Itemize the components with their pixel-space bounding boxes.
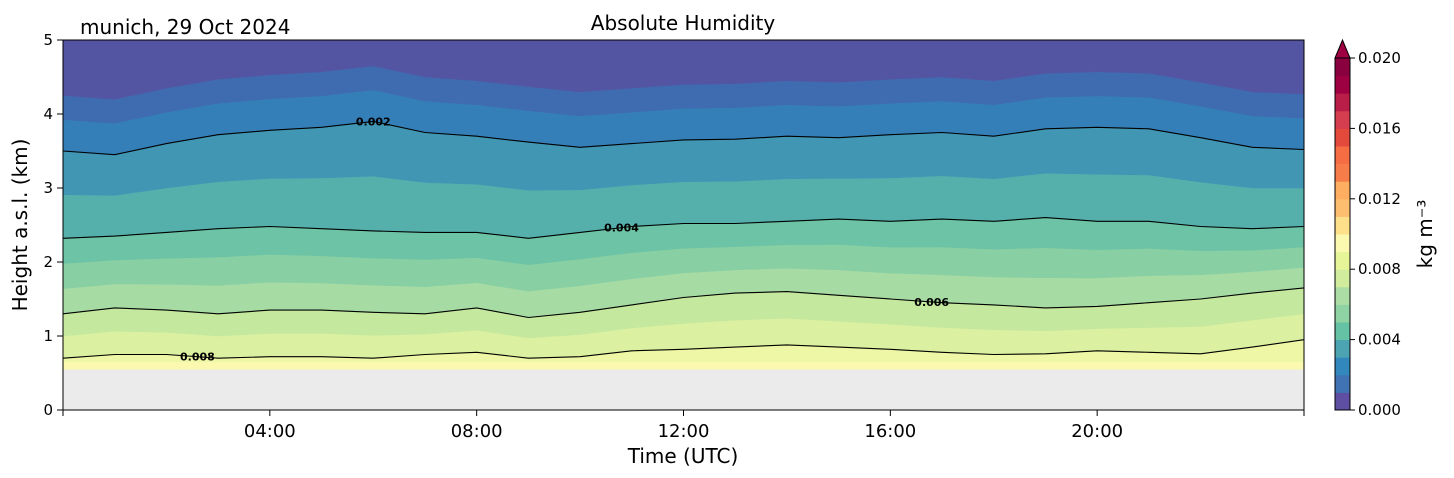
contour-line bbox=[63, 217, 1304, 239]
colorbar-frame bbox=[1334, 57, 1351, 411]
colorbar-swatch bbox=[1335, 234, 1350, 253]
colorbar-tick-label: 0.016 bbox=[1358, 119, 1401, 137]
y-tick-label: 0 bbox=[43, 401, 53, 419]
contour-lines: 0.002 0.004 0.006 0.008 bbox=[63, 115, 1304, 364]
colorbar-ticks: 0.000 0.004 0.008 0.012 0.016 0.020 bbox=[1350, 49, 1401, 419]
colorbar-swatch bbox=[1335, 269, 1350, 288]
colorbar-swatch bbox=[1335, 128, 1350, 147]
y-tick-label: 4 bbox=[43, 105, 53, 123]
colorbar-swatch bbox=[1335, 322, 1350, 341]
contour-label: 0.002 bbox=[356, 115, 391, 128]
chart-title: Absolute Humidity bbox=[591, 11, 776, 35]
colorbar-swatch bbox=[1335, 251, 1350, 270]
y-tick-label: 5 bbox=[43, 31, 53, 49]
x-tick-label: 04:00 bbox=[244, 421, 296, 442]
colorbar-swatch bbox=[1335, 163, 1350, 182]
colorbar-swatch bbox=[1335, 75, 1350, 94]
chart-subtitle: munich, 29 Oct 2024 bbox=[80, 15, 290, 39]
colorbar-bands bbox=[1334, 38, 1351, 411]
contour-label: 0.004 bbox=[604, 222, 639, 235]
x-axis: 04:00 08:00 12:00 16:00 20:00 bbox=[62, 410, 1305, 442]
y-tick-label: 3 bbox=[43, 179, 53, 197]
x-tick-label: 16:00 bbox=[864, 421, 916, 442]
y-axis-label: Height a.s.l. (km) bbox=[8, 139, 32, 312]
colorbar-swatch bbox=[1335, 357, 1350, 376]
colorbar-swatch bbox=[1335, 198, 1350, 217]
colorbar-swatch bbox=[1335, 146, 1350, 165]
contour-line bbox=[63, 120, 1304, 156]
humidity-band bbox=[63, 361, 1304, 370]
x-axis-label: Time (UTC) bbox=[627, 444, 739, 468]
y-axis: 0 1 2 3 4 5 bbox=[43, 31, 63, 419]
colorbar-swatch bbox=[1335, 181, 1350, 200]
x-tick-label: 12:00 bbox=[658, 421, 710, 442]
y-tick-label: 1 bbox=[43, 327, 53, 345]
colorbar-swatch bbox=[1335, 392, 1350, 411]
contour-line bbox=[63, 339, 1304, 359]
humidity-band bbox=[63, 40, 1304, 100]
contour-label: 0.008 bbox=[180, 351, 215, 364]
colorbar-tick-label: 0.020 bbox=[1358, 49, 1401, 67]
colorbar-tick-label: 0.000 bbox=[1358, 401, 1401, 419]
colorbar-label: kg m⁻³ bbox=[1413, 200, 1437, 269]
colorbar-tick-label: 0.004 bbox=[1358, 331, 1401, 349]
colorbar-swatch bbox=[1335, 93, 1350, 112]
colorbar-tick-label: 0.008 bbox=[1358, 260, 1401, 278]
colorbar-swatch bbox=[1335, 286, 1350, 305]
contour-label: 0.006 bbox=[914, 296, 949, 309]
colorbar-swatch bbox=[1335, 339, 1350, 358]
colorbar: 0.000 0.004 0.008 0.012 0.016 0.020 kg m⁻³ bbox=[1334, 38, 1437, 419]
colorbar-swatch bbox=[1335, 304, 1350, 323]
x-tick-label: 20:00 bbox=[1071, 421, 1123, 442]
x-tick-label: 08:00 bbox=[451, 421, 503, 442]
colorbar-extend-arrow bbox=[1334, 38, 1351, 59]
colorbar-swatch bbox=[1335, 374, 1350, 393]
colorbar-swatch bbox=[1335, 110, 1350, 129]
humidity-bands bbox=[63, 40, 1304, 370]
colorbar-swatch bbox=[1335, 58, 1350, 77]
colorbar-swatch bbox=[1335, 216, 1350, 235]
contour-line bbox=[63, 287, 1304, 319]
plot-area: 0.002 0.004 0.006 0.008 bbox=[62, 39, 1305, 411]
y-tick-label: 2 bbox=[43, 253, 53, 271]
colorbar-tick-label: 0.012 bbox=[1358, 190, 1401, 208]
